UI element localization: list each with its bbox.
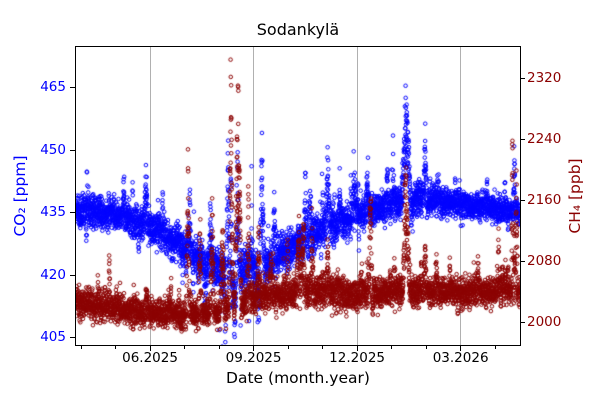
y-tick-label-ch4: 2160 [527,191,562,208]
x-minor-tick [287,346,289,349]
x-minor-tick [494,346,496,349]
x-major-tick [460,346,462,351]
ch4-axis-tick [520,138,525,140]
x-tick-label: 06.2025 [122,350,178,366]
scatter-canvas [76,47,520,345]
x-tick-label: 09.2025 [225,350,282,366]
x-minor-tick [115,346,117,349]
ch4-axis-tick [520,260,525,262]
ch4-axis-tick [520,321,525,323]
x-tick-label: 12.2025 [329,350,386,366]
ch4-axis-tick [520,77,525,79]
y-tick-label-ch4: 2320 [527,69,562,86]
x-minor-tick [184,346,186,349]
co2-axis-tick [70,212,75,214]
co2-axis-tick [70,87,75,89]
y-axis-label-co2: CO₂ [ppm] [11,155,29,237]
x-major-tick [149,346,151,351]
x-major-tick [253,346,255,351]
y-tick-label-co2: 450 [40,141,66,158]
y-tick-label-co2: 405 [40,329,66,346]
y-axis-label-ch4: CH₄ [ppb] [566,158,584,234]
plot-area [75,46,521,346]
x-minor-tick [218,346,220,349]
chart-title: Sodankylä [256,20,340,39]
x-minor-tick [322,346,324,349]
x-major-tick [356,346,358,351]
y-tick-label-ch4: 2080 [527,252,562,269]
co2-axis-tick [70,274,75,276]
co2-axis-tick [70,149,75,151]
y-tick-label-ch4: 2240 [527,130,562,147]
ch4-axis-tick [520,199,525,201]
y-tick-label-co2: 420 [40,266,66,283]
y-tick-label-co2: 465 [40,79,66,96]
y-tick-label-ch4: 2000 [527,313,562,330]
x-minor-tick [391,346,393,349]
y-tick-label-co2: 435 [40,204,66,221]
x-tick-label: 03.2026 [432,350,489,366]
x-minor-tick [80,346,82,349]
co2-axis-tick [70,337,75,339]
x-axis-label: Date (month.year) [226,369,370,387]
x-minor-tick [425,346,427,349]
